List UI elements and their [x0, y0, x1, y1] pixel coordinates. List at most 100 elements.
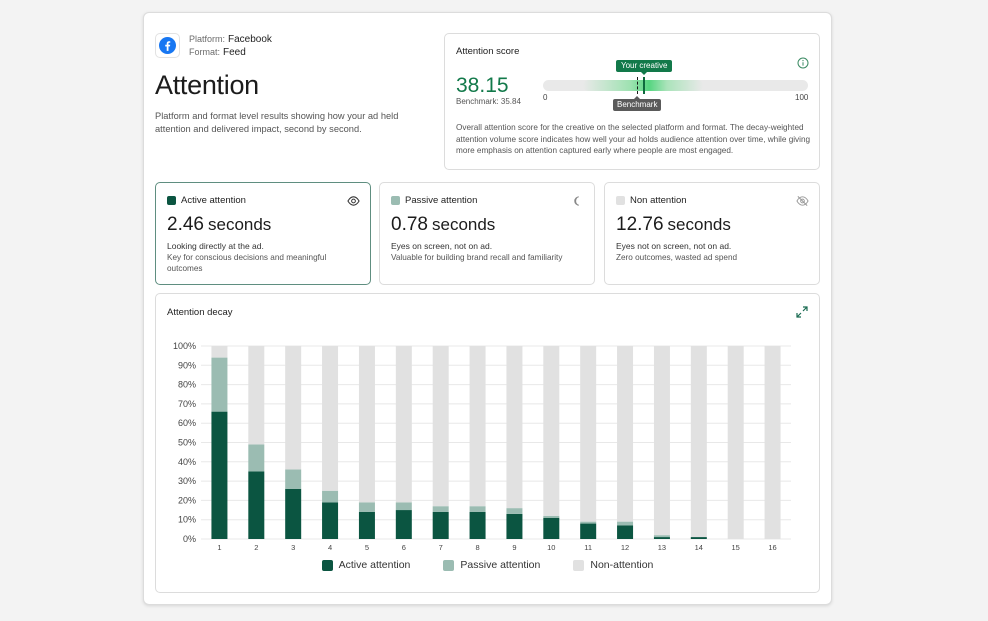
facebook-icon [155, 33, 180, 58]
y-tick-label: 20% [178, 495, 196, 505]
non-attention-card[interactable]: Non attention 12.76 seconds Eyes not on s… [604, 182, 820, 285]
bar-segment [211, 411, 228, 539]
attention-decay-chart: 0%10%20%30%40%50%60%70%80%90%100%1 2 3 4 5 6 7… [173, 341, 791, 552]
passive-attention-swatch [391, 196, 400, 205]
platform-value: Facebook [228, 34, 272, 45]
bar-segment [506, 508, 523, 514]
attention-score-card: Attention score 38.15 Benchmark: 35.84 Y… [444, 33, 820, 170]
active-attention-card[interactable]: Active attention 2.46 seconds Looking dir… [155, 182, 371, 285]
bar-segment [469, 511, 486, 539]
bar-segment [248, 444, 265, 472]
bar-segment [580, 523, 597, 539]
bar-segment [395, 510, 412, 539]
expand-icon[interactable] [796, 306, 808, 318]
creative-marker [643, 77, 645, 94]
y-tick-label: 30% [178, 476, 196, 486]
bar-segment [285, 346, 302, 470]
bar-segment [653, 535, 670, 538]
x-tick-label: 6 [402, 543, 406, 552]
platform-key: Platform: [189, 34, 226, 44]
passive-attention-caption: Eyes on screen, not on ad. [391, 241, 493, 251]
platform-format-info: Platform: Facebook Format: Feed [189, 33, 272, 59]
non-attention-unit: seconds [667, 215, 731, 234]
bar-segment [543, 515, 560, 518]
scale-min-label: 0 [543, 93, 548, 102]
chart-legend: Active attention Passive attention Non-att… [156, 559, 819, 571]
attention-decay-title: Attention decay [167, 307, 233, 318]
bar-segment [690, 346, 707, 538]
y-tick-label: 70% [178, 399, 196, 409]
x-tick-label: 16 [768, 543, 776, 552]
bar-segment [432, 346, 449, 507]
benchmark-pill: Benchmark [613, 96, 662, 111]
bar-segment [395, 346, 412, 503]
bar-segment [580, 346, 597, 522]
y-tick-label: 100% [173, 341, 196, 351]
bar-segment [617, 525, 634, 539]
format-key: Format: [189, 47, 221, 57]
bar-segment [506, 513, 523, 539]
bar-segment [285, 488, 302, 539]
bar-segment [543, 517, 560, 539]
bar-segment [543, 346, 560, 516]
format-value: Feed [223, 47, 246, 58]
non-attention-caption: Eyes not on screen, not on ad. [616, 241, 732, 251]
y-tick-label: 50% [178, 438, 196, 448]
passive-attention-unit: seconds [431, 215, 496, 234]
bar-segment [395, 502, 412, 511]
eye-off-icon [796, 195, 809, 207]
legend-swatch [443, 559, 455, 571]
attention-score-value: 38.15 [456, 74, 509, 97]
benchmark-marker [637, 77, 639, 94]
passive-attention-note: Valuable for building brand recall and f… [391, 253, 563, 262]
eye-icon [347, 196, 360, 206]
benchmark-value: Benchmark: 35.84 [456, 97, 521, 106]
x-tick-label: 4 [328, 543, 332, 552]
bar-segment [248, 346, 265, 445]
passive-attention-value: 0.78 seconds [391, 214, 495, 236]
x-tick-label: 5 [365, 543, 369, 552]
passive-attention-label: Passive attention [405, 195, 478, 206]
legend-label: Non-attention [590, 559, 654, 571]
bar-segment [211, 357, 228, 412]
bar-segment [727, 346, 744, 539]
x-tick-label: 14 [695, 543, 703, 552]
y-tick-label: 0% [183, 534, 196, 544]
x-tick-label: 9 [512, 543, 516, 552]
bar-segment [248, 471, 265, 539]
info-icon[interactable] [797, 57, 809, 69]
y-tick-label: 90% [178, 360, 196, 370]
passive-attention-number: 0.78 [391, 214, 428, 235]
bar-segment [617, 346, 634, 522]
x-tick-label: 3 [291, 543, 295, 552]
passive-attention-card[interactable]: Passive attention 0.78 seconds Eyes on sc… [379, 182, 595, 285]
x-tick-label: 10 [547, 543, 555, 552]
x-tick-label: 8 [475, 543, 479, 552]
bar-segment [432, 506, 449, 512]
score-track [543, 77, 808, 94]
bar-segment [580, 521, 597, 524]
moon-icon [574, 196, 579, 206]
bar-segment [653, 537, 670, 539]
non-attention-number: 12.76 [616, 214, 664, 235]
bar-segment [469, 506, 486, 512]
bar-segment [432, 511, 449, 539]
bar-segment [690, 537, 707, 539]
non-attention-value: 12.76 seconds [616, 214, 731, 236]
legend-label: Passive attention [460, 559, 541, 571]
bar-segment [469, 346, 486, 507]
bar-segment [211, 346, 228, 358]
bar-segment [358, 346, 375, 503]
non-attention-label: Non attention [630, 195, 687, 206]
bar-segment [322, 490, 339, 503]
bar-segment [285, 469, 302, 489]
x-tick-label: 2 [254, 543, 258, 552]
non-attention-note: Zero outcomes, wasted ad spend [616, 253, 738, 262]
scale-max-label: 100 [795, 93, 809, 102]
y-tick-label: 80% [178, 380, 196, 390]
bar-segment [322, 346, 339, 491]
y-tick-label: 60% [178, 418, 196, 428]
page-title: Attention [155, 70, 259, 100]
active-attention-swatch [167, 196, 176, 205]
legend-swatch [573, 559, 585, 571]
